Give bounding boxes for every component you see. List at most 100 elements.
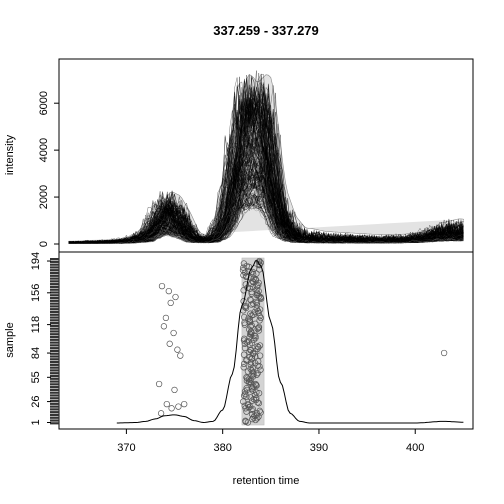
sample-peak-point [252, 333, 259, 340]
sample-y-tick-label: 118 [30, 316, 42, 334]
intensity-trace [68, 137, 464, 244]
sample-y-tick-label: 156 [30, 284, 42, 302]
sample-strip-cell [50, 269, 59, 272]
sample-peak-point [257, 366, 264, 373]
sample-strip-cell [50, 294, 59, 297]
sample-peak-point [249, 387, 257, 394]
sample-peak-point [252, 380, 259, 388]
sample-strip-cell [50, 333, 59, 336]
sample-peak-point [241, 388, 249, 395]
sample-peak-point [166, 340, 173, 347]
sample-peak-point [171, 386, 178, 394]
sample-strip-cell [50, 299, 59, 302]
sample-strip-cell [50, 338, 59, 341]
sample-peak-point [249, 373, 257, 380]
density-curve [116, 260, 464, 424]
sample-peak-point [255, 413, 262, 420]
sample-strip-cell [50, 313, 59, 316]
sample-peak-point [240, 392, 248, 399]
sample-y-tick-label: 55 [30, 371, 42, 383]
sample-y-tick-label: 84 [30, 347, 42, 359]
sample-strip-cell [50, 347, 59, 350]
sample-strip-cell [50, 349, 59, 353]
intensity-trace [68, 114, 464, 244]
sample-peak-point [255, 258, 263, 266]
sample-strip-cell [50, 372, 59, 375]
sample-peak-point [256, 306, 264, 313]
sample-peak-point [255, 390, 263, 397]
sample-strip-cell [50, 288, 59, 291]
sample-peak-point [240, 351, 248, 358]
sample-peak-points [155, 257, 448, 426]
sample-strip-cell [50, 330, 59, 333]
sample-strip-cell [50, 377, 59, 380]
sample-y-tick-label: 1 [30, 419, 42, 425]
sample-strip-cell [50, 416, 59, 419]
y-axis-label-intensity: intensity [4, 134, 16, 175]
sample-peak-point [248, 410, 256, 418]
sample-strip-cell [50, 355, 59, 358]
sample-strip-cell [50, 408, 59, 411]
sample-peak-point [240, 298, 247, 305]
sample-strip-cell [50, 405, 59, 408]
sample-strip-cell [50, 383, 59, 386]
sample-peak-point [255, 358, 262, 365]
sample-peak-point [242, 390, 249, 398]
sample-strip-cell [50, 352, 59, 355]
sample-peak-point [255, 344, 262, 351]
x-tick-label: 380 [213, 442, 231, 454]
sample-strip-cell [50, 280, 59, 283]
sample-strip-cell [50, 366, 59, 369]
sample-peak-point [158, 282, 166, 290]
intensity-y-tick-label: 6000 [38, 91, 50, 115]
sample-strip-cell [50, 308, 59, 311]
intensity-panel: 0 2000 4000 6000 intensity [4, 58, 474, 253]
sample-strip-cell [50, 324, 59, 327]
sample-peak-point [174, 346, 181, 353]
sample-peak-point [246, 285, 254, 292]
sample-strip-cell [50, 319, 59, 322]
sample-peak-point [163, 400, 170, 408]
sample-peak-point [244, 400, 252, 408]
sample-strip-cell [50, 277, 59, 280]
sample-peak-point [255, 327, 263, 334]
sample-peak-point [247, 346, 254, 353]
sample-peak-point [247, 328, 255, 335]
sample-peak-point [241, 303, 249, 311]
sample-peak-point [155, 380, 163, 388]
sample-peak-point [253, 389, 260, 396]
sample-strip-cell [50, 386, 59, 389]
sample-peak-point [255, 323, 263, 331]
sample-peak-point [248, 288, 255, 296]
sample-strip-cell [50, 260, 59, 263]
sample-peak-point [256, 261, 263, 268]
sample-peak-point [251, 359, 259, 367]
sample-peak-point [239, 267, 247, 274]
sample-peak-point [181, 400, 188, 408]
sample-peak-point [246, 318, 254, 326]
intensity-traces [68, 70, 464, 244]
sample-strip-cell [50, 360, 59, 364]
sample-strip-cell [50, 419, 59, 422]
sample-peak-point [165, 287, 172, 295]
sample-peak-point [248, 372, 255, 379]
sample-strip-cell [50, 413, 59, 417]
sample-strip-cell [50, 341, 59, 344]
sample-peak-point [157, 410, 165, 417]
sample-panel-frame [58, 251, 474, 430]
sample-peak-point [240, 260, 248, 267]
sample-peak-point [242, 417, 249, 424]
sample-strip-cell [50, 374, 59, 378]
sample-panel: 1 26 55 84 118 156 194 370 380 390 400 sample ret… [4, 251, 474, 487]
sample-strip-cell [50, 296, 59, 300]
intensity-y-axis: 0 2000 4000 6000 [38, 91, 59, 247]
sample-peak-point [256, 342, 264, 349]
sample-strip-cell [50, 402, 59, 405]
intensity-y-tick-label: 0 [38, 241, 50, 247]
sample-peak-point [247, 310, 254, 317]
sample-peak-point [254, 325, 261, 332]
sample-peak-point [256, 352, 264, 359]
sample-strip-cell [50, 316, 59, 319]
sample-peak-point [255, 282, 262, 289]
sample-peak-point [256, 407, 263, 414]
